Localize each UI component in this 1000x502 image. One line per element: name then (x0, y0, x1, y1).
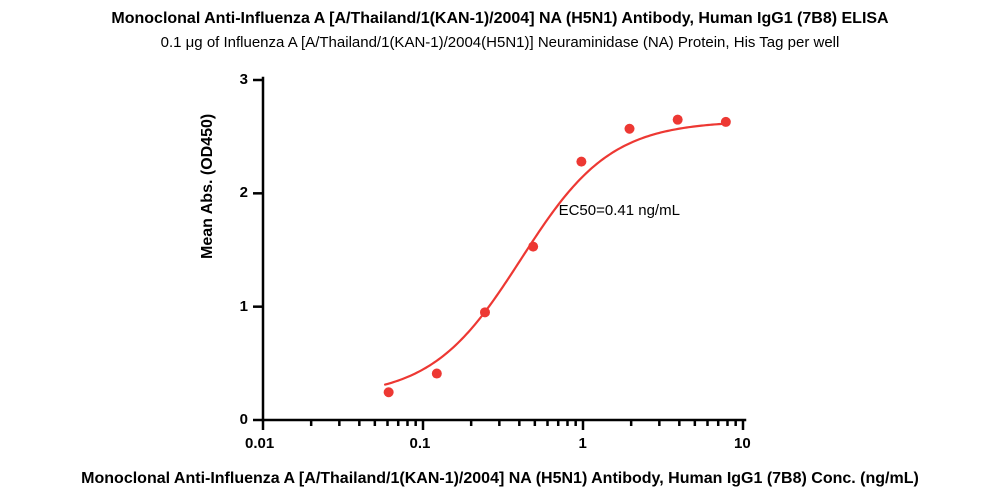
y-tick-label: 0 (240, 411, 248, 428)
fit-curve (385, 124, 727, 385)
y-tick-label: 2 (240, 184, 248, 201)
chart-container: { "title": "Monoclonal Anti-Influenza A … (0, 0, 1000, 502)
data-point (432, 369, 442, 379)
x-tick-label: 0.1 (410, 435, 431, 452)
x-tick-label: 0.01 (245, 435, 274, 452)
data-point (384, 387, 394, 397)
plot-svg (0, 0, 1000, 502)
data-point (625, 124, 635, 134)
data-point (480, 307, 490, 317)
data-point (673, 115, 683, 125)
x-tick-label: 10 (734, 435, 751, 452)
data-point (528, 242, 538, 252)
x-tick-label: 1 (579, 435, 587, 452)
data-point (576, 157, 586, 167)
y-tick-label: 1 (240, 298, 248, 315)
y-tick-label: 3 (240, 71, 248, 88)
data-point (721, 117, 731, 127)
